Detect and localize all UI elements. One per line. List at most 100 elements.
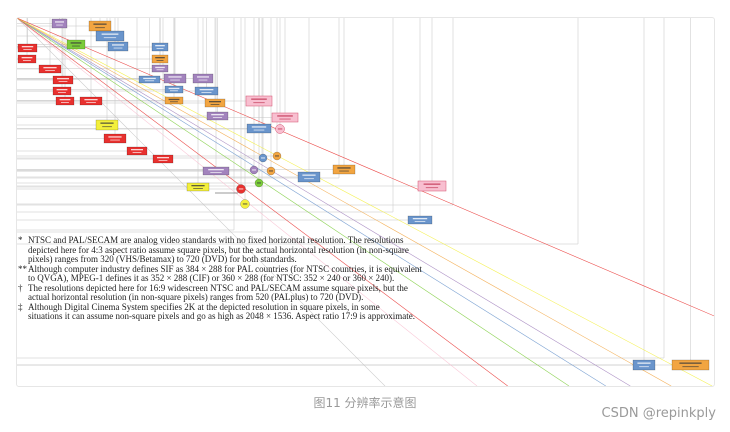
circle-label-mark <box>242 203 248 205</box>
resolution-box-fill <box>204 98 226 108</box>
box-label-mark <box>277 115 293 117</box>
box-label-mark <box>158 160 168 161</box>
box-label-mark <box>679 362 702 364</box>
box-label-mark <box>304 178 314 180</box>
resolution-box <box>17 54 37 64</box>
box-label-mark <box>423 183 441 185</box>
box-label-mark <box>212 117 223 118</box>
box-label-mark <box>191 185 205 187</box>
resolution-box <box>88 20 112 32</box>
box-label-mark <box>156 60 164 61</box>
resolution-box-fill <box>332 164 356 175</box>
resolution-box <box>51 18 68 29</box>
resolution-labels <box>17 18 710 371</box>
box-label-mark <box>198 79 208 81</box>
resolution-box-fill <box>103 133 127 144</box>
box-label-mark <box>155 57 165 59</box>
resolution-outline <box>17 18 579 245</box>
box-label-mark <box>199 89 214 91</box>
aspect-ratio-line <box>17 18 606 386</box>
resolution-outline <box>17 18 665 359</box>
resolution-circle <box>266 166 276 176</box>
resolution-box <box>103 133 127 144</box>
resolution-box <box>164 96 184 105</box>
resolution-box-fill <box>632 359 656 371</box>
aspect-ratio-line <box>17 18 508 386</box>
resolution-box-fill <box>55 96 75 106</box>
footnote-line: actual horizontal resolution (in non-squ… <box>28 292 364 302</box>
resolution-box-fill <box>152 154 174 164</box>
box-label-mark <box>84 99 98 101</box>
box-label-mark <box>144 80 155 82</box>
resolution-box <box>206 111 229 121</box>
footnote-marker: ** <box>18 263 27 274</box>
box-label-mark <box>131 149 143 151</box>
aspect-ratio-line <box>17 18 386 386</box>
footnote-line: to QVGA), MPEG-1 defines it as 352 × 288… <box>28 273 395 283</box>
box-label-mark <box>170 101 178 103</box>
box-label-mark <box>113 47 123 49</box>
resolution-box-fill <box>95 119 119 131</box>
box-label-mark <box>253 129 265 131</box>
box-label-mark <box>211 114 224 116</box>
box-label-mark <box>193 188 203 189</box>
box-label-mark <box>95 27 105 29</box>
resolution-box <box>107 41 129 52</box>
resolution-box <box>297 171 321 183</box>
resolution-box <box>151 42 169 52</box>
box-label-mark <box>108 136 122 138</box>
box-label-mark <box>56 89 68 91</box>
resolution-circle <box>258 153 268 163</box>
box-label-mark <box>45 70 55 71</box>
resolution-box <box>95 30 125 42</box>
aspect-ratio-lines <box>17 18 714 386</box>
box-label-mark <box>157 157 169 159</box>
box-label-mark <box>682 366 699 368</box>
box-label-mark <box>103 37 117 39</box>
resolution-box <box>95 119 119 131</box>
circle-label-mark <box>269 170 273 172</box>
box-label-mark <box>72 45 80 47</box>
box-label-mark <box>253 102 265 104</box>
resolution-box-fill <box>151 64 169 73</box>
box-label-mark <box>21 57 33 59</box>
figure-caption: 图11 分辨率示意图 <box>313 396 417 410</box>
box-label-mark <box>302 174 316 176</box>
resolution-circle <box>272 151 282 161</box>
circle-label-mark <box>277 128 283 130</box>
box-label-mark <box>339 170 349 172</box>
resolution-box <box>407 215 433 225</box>
resolution-box-fill <box>126 146 148 156</box>
csdn-watermark: CSDN @repinkply <box>601 406 716 421</box>
resolution-box <box>194 86 219 96</box>
resolution-box <box>126 146 148 156</box>
resolution-box-fill <box>52 75 74 85</box>
box-label-mark <box>637 362 651 364</box>
resolution-outline <box>17 18 164 160</box>
box-label-mark <box>337 167 351 169</box>
box-label-mark <box>23 60 31 61</box>
resolution-box-fill <box>194 86 219 96</box>
footnote-marker: † <box>18 282 23 293</box>
resolution-box-fill <box>107 41 129 52</box>
resolution-outline <box>17 18 161 60</box>
box-label-mark <box>639 366 649 368</box>
resolution-box-fill <box>671 359 710 371</box>
resolution-diagram-image[interactable]: * NTSC and PAL/SECAM are analog video st… <box>16 17 715 387</box>
resolution-box-fill <box>202 166 230 176</box>
box-label-mark <box>101 33 119 35</box>
box-label-mark <box>100 122 114 124</box>
box-label-mark <box>155 66 165 69</box>
footnote-line: Although computer industry defines SIF a… <box>28 263 422 274</box>
box-label-mark <box>412 218 428 220</box>
resolution-diagram <box>17 18 714 386</box>
box-label-mark <box>168 98 180 101</box>
circle-label-mark <box>257 182 261 184</box>
box-label-mark <box>57 78 69 80</box>
resolution-box-fill <box>151 54 169 64</box>
footnote-digital-cinema: ‡ Although Digital Cinema System specifi… <box>18 302 422 322</box>
resolution-box-fill <box>17 43 38 53</box>
resolution-box-fill <box>186 182 210 192</box>
resolution-box <box>245 95 273 107</box>
